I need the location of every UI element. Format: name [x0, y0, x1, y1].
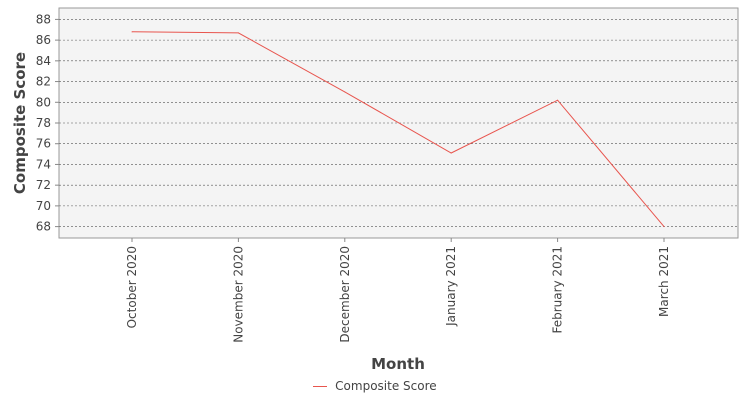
data-point: [663, 226, 665, 228]
legend: Composite Score: [0, 379, 750, 393]
y-axis-ticks: 68 70 72 74 76 78 80 82 84 86 88: [36, 12, 59, 234]
y-axis-title: Composite Score: [11, 52, 29, 194]
legend-label: Composite Score: [335, 379, 437, 393]
x-tick-label: October 2020: [125, 246, 139, 328]
x-tick-label: January 2021: [444, 246, 458, 327]
data-point: [344, 91, 346, 93]
series-line-composite-score: [131, 31, 665, 227]
y-tick-label: 82: [36, 75, 51, 89]
y-tick-label: 74: [36, 157, 51, 171]
data-point: [557, 99, 559, 101]
series-layer: [131, 31, 665, 228]
y-tick-label: 86: [36, 33, 51, 47]
x-tick-label: March 2021: [657, 246, 671, 317]
y-tick-label: 78: [36, 116, 51, 130]
x-tick-label: February 2021: [551, 246, 565, 334]
y-tick-label: 80: [36, 95, 51, 109]
y-tick-label: 72: [36, 178, 51, 192]
y-tick-label: 76: [36, 137, 51, 151]
grid-lines: [59, 19, 738, 227]
x-axis-ticks: October 2020 November 2020 December 2020 Ja…: [125, 238, 671, 343]
legend-swatch: [313, 386, 328, 387]
y-tick-label: 68: [36, 220, 51, 234]
data-point: [450, 152, 452, 154]
y-tick-label: 84: [36, 54, 51, 68]
x-tick-label: December 2020: [338, 246, 352, 343]
y-tick-label: 70: [36, 199, 51, 213]
x-tick-label: November 2020: [231, 246, 245, 343]
data-point: [237, 32, 239, 34]
y-tick-label: 88: [36, 12, 51, 26]
data-point: [131, 31, 133, 33]
x-axis-title: Month: [371, 355, 425, 373]
